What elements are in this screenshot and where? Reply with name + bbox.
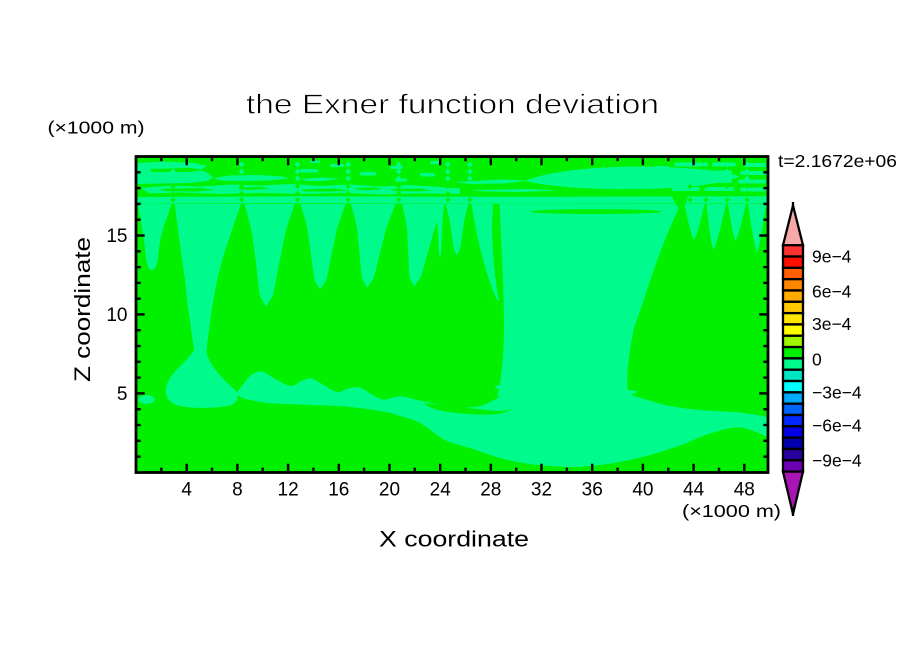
svg-text:24: 24 bbox=[430, 480, 452, 501]
svg-text:X coordinate: X coordinate bbox=[379, 527, 529, 552]
svg-text:8: 8 bbox=[232, 480, 243, 501]
svg-text:44: 44 bbox=[683, 480, 705, 501]
svg-text:36: 36 bbox=[582, 480, 603, 501]
svg-text:the Exner function deviation: the Exner function deviation bbox=[246, 89, 659, 120]
svg-text:9e−4: 9e−4 bbox=[812, 247, 852, 267]
svg-text:48: 48 bbox=[734, 480, 755, 501]
svg-text:3e−4: 3e−4 bbox=[812, 314, 852, 334]
svg-text:10: 10 bbox=[106, 305, 127, 326]
svg-text:32: 32 bbox=[531, 480, 552, 501]
svg-text:28: 28 bbox=[480, 480, 501, 501]
svg-text:0: 0 bbox=[812, 350, 822, 370]
svg-text:12: 12 bbox=[278, 480, 299, 501]
svg-text:Z coordinate: Z coordinate bbox=[70, 237, 95, 382]
svg-text:20: 20 bbox=[379, 480, 400, 501]
svg-text:16: 16 bbox=[328, 480, 349, 501]
svg-text:6e−4: 6e−4 bbox=[812, 282, 852, 302]
svg-text:40: 40 bbox=[632, 480, 653, 501]
svg-text:(×1000 m): (×1000 m) bbox=[48, 118, 145, 138]
svg-text:−6e−4: −6e−4 bbox=[812, 416, 862, 436]
svg-text:t=2.1672e+06: t=2.1672e+06 bbox=[778, 151, 897, 171]
svg-text:−9e−4: −9e−4 bbox=[812, 450, 862, 470]
svg-text:(×1000 m): (×1000 m) bbox=[682, 501, 781, 521]
svg-text:5: 5 bbox=[117, 384, 128, 405]
svg-text:15: 15 bbox=[106, 226, 127, 247]
svg-text:−3e−4: −3e−4 bbox=[812, 383, 862, 403]
svg-text:4: 4 bbox=[181, 480, 192, 501]
